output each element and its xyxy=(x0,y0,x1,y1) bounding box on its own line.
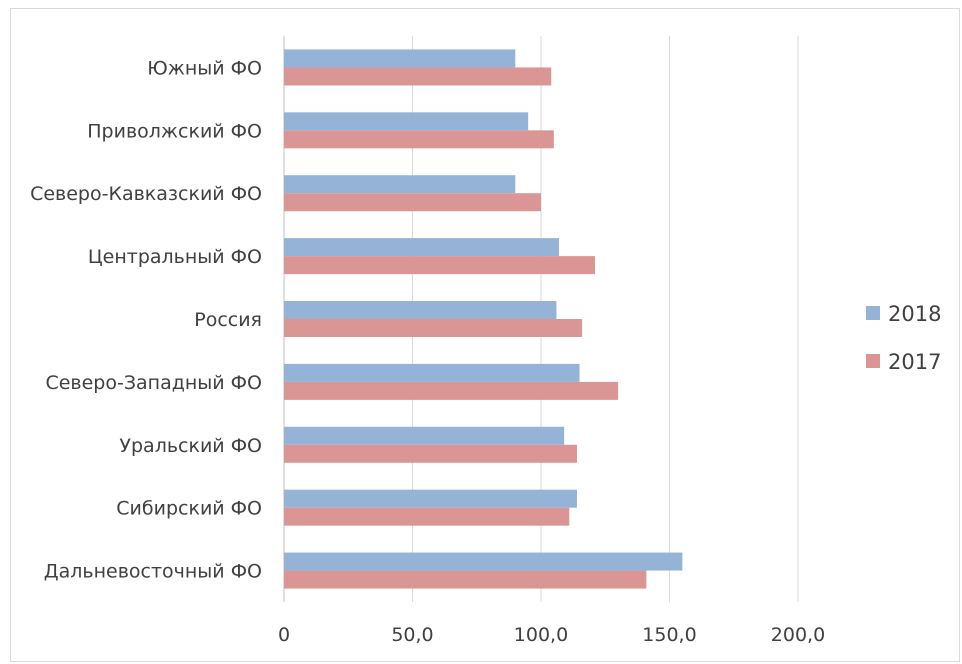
x-tick-label: 0 xyxy=(278,624,290,646)
bar-2018-4 xyxy=(284,238,559,257)
legend: 2018 2017 xyxy=(866,302,941,374)
category-label: Северо-Кавказский ФО xyxy=(30,183,262,205)
bar-2017-2 xyxy=(284,130,554,149)
bar-2018-9 xyxy=(284,552,683,571)
bar-2018-5 xyxy=(284,301,557,319)
category-label: Южный ФО xyxy=(147,57,262,79)
x-axis-ticks: 0 50,0 100,0 150,0 200,0 xyxy=(278,624,825,646)
x-tick-label: 50,0 xyxy=(391,624,433,646)
legend-label: 2017 xyxy=(888,350,941,374)
bar-2017-1 xyxy=(284,67,552,86)
legend-label: 2018 xyxy=(888,302,941,326)
bar-2017-5 xyxy=(284,319,583,337)
bar-2017-3 xyxy=(284,193,541,212)
bar-2018-3 xyxy=(284,175,516,194)
bar-2018-8 xyxy=(284,489,577,508)
bar-2017-6 xyxy=(284,381,619,400)
bar-2017-4 xyxy=(284,256,595,275)
bars xyxy=(284,49,683,589)
category-label: Дальневосточный ФО xyxy=(44,561,262,583)
category-label: Сибирский ФО xyxy=(116,498,262,520)
bar-2018-1 xyxy=(284,49,516,68)
category-label: Приволжский ФО xyxy=(87,120,262,142)
category-label: Россия xyxy=(194,309,262,331)
x-tick-label: 150,0 xyxy=(642,624,696,646)
bar-2017-7 xyxy=(284,444,577,463)
x-tick-label: 100,0 xyxy=(514,624,568,646)
legend-swatch xyxy=(866,306,880,320)
x-tick-label: 200,0 xyxy=(771,624,825,646)
category-label: Уральский ФО xyxy=(119,435,262,457)
bar-2018-6 xyxy=(284,363,580,382)
bar-2018-2 xyxy=(284,112,529,131)
legend-swatch xyxy=(866,354,880,368)
bar-2018-7 xyxy=(284,426,565,445)
category-label: Северо-Западный ФО xyxy=(45,372,262,394)
category-label: Центральный ФО xyxy=(88,246,262,268)
category-labels: Южный ФО Приволжский ФО Северо-Кавказский … xyxy=(30,57,262,582)
bar-2017-8 xyxy=(284,507,570,526)
bar-2017-9 xyxy=(284,570,647,589)
